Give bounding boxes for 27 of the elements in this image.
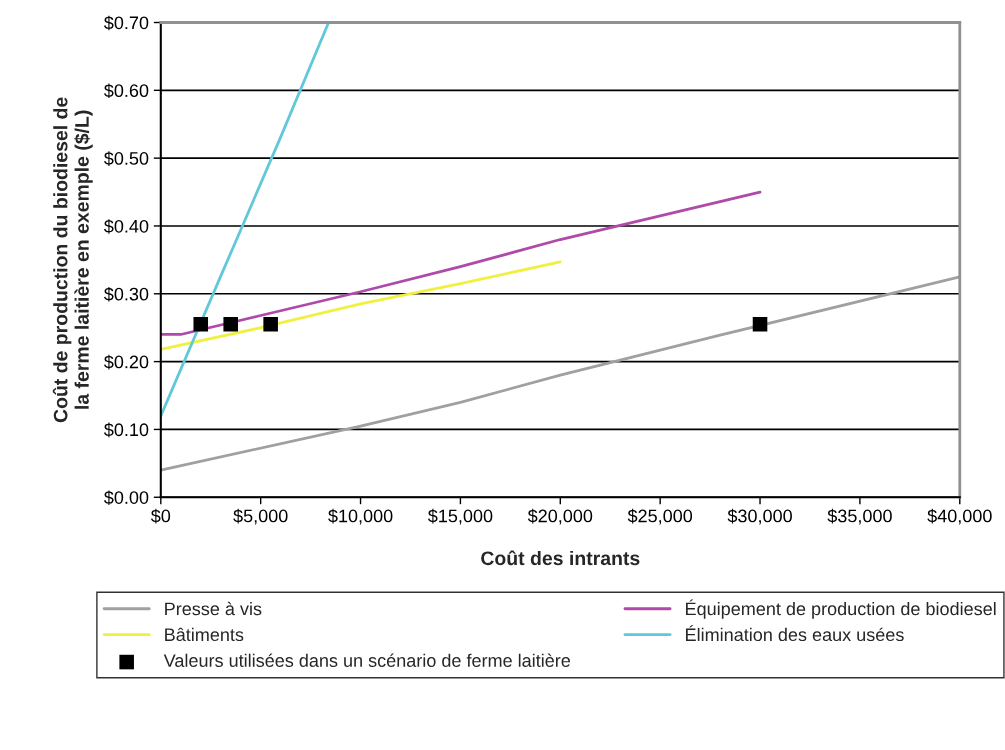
x-tick-label: $0 (150, 508, 171, 524)
x-tick-label: $30,000 (727, 508, 792, 525)
line-series (160, 22, 330, 418)
x-tick-label: $35,000 (827, 508, 892, 525)
x-tick-label: $25,000 (627, 508, 693, 525)
y-axis-title: Coût de production du biodiesel de la ferme laitière en exemple ($/L) (52, 97, 93, 423)
x-tick-label: $10,000 (328, 508, 393, 525)
y-tick-label: $0.50 (104, 151, 149, 166)
y-tick-label: $0.10 (104, 422, 149, 438)
legend-label: Valeurs utilisées dans un scénario de ferme laitière (163, 653, 571, 667)
y-tick-label: $0.30 (104, 286, 149, 302)
legend-label: Élimination des eaux usées (686, 625, 904, 642)
line-series (160, 190, 762, 336)
y-tick-label: $0.00 (104, 490, 149, 506)
legend-label: Bâtiments (165, 627, 244, 642)
y-tick-label: $0.70 (104, 15, 149, 31)
legend-label: Presse à vis (165, 601, 262, 616)
line-series (160, 260, 562, 351)
x-axis-title: Coût des intrants (481, 550, 640, 566)
x-tick-label: $40,000 (927, 508, 992, 525)
y-tick-label: $0.40 (104, 219, 149, 234)
x-tick-label: $15,000 (427, 508, 493, 525)
y-tick-label: $0.60 (104, 83, 149, 99)
x-tick-label: $20,000 (527, 508, 593, 525)
y-tick-label: $0.20 (104, 354, 149, 370)
x-tick-label: $5,000 (233, 508, 288, 525)
legend-label: Équipement de production de biodiesel (686, 599, 996, 619)
